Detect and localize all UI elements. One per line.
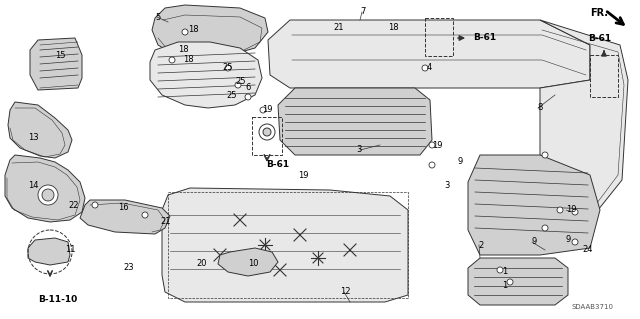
Text: SDAAB3710: SDAAB3710 bbox=[572, 304, 614, 310]
Text: 10: 10 bbox=[248, 259, 259, 269]
Text: 21: 21 bbox=[160, 218, 170, 226]
Polygon shape bbox=[278, 88, 432, 155]
Polygon shape bbox=[152, 5, 268, 57]
Text: 9: 9 bbox=[566, 235, 572, 244]
Circle shape bbox=[259, 124, 275, 140]
Polygon shape bbox=[162, 188, 408, 302]
Polygon shape bbox=[468, 155, 600, 255]
Circle shape bbox=[182, 29, 188, 35]
Text: 16: 16 bbox=[118, 204, 129, 212]
Circle shape bbox=[507, 279, 513, 285]
Polygon shape bbox=[540, 20, 628, 228]
Circle shape bbox=[542, 225, 548, 231]
Text: B-61: B-61 bbox=[473, 33, 496, 42]
Text: B-11-10: B-11-10 bbox=[38, 295, 77, 304]
Text: 25: 25 bbox=[235, 78, 246, 86]
Circle shape bbox=[245, 94, 251, 100]
Text: 14: 14 bbox=[28, 181, 38, 189]
Text: 12: 12 bbox=[340, 287, 351, 296]
Text: 1: 1 bbox=[502, 280, 508, 290]
Text: FR.: FR. bbox=[590, 8, 608, 18]
Circle shape bbox=[429, 162, 435, 168]
Text: 25: 25 bbox=[226, 92, 237, 100]
Text: 18: 18 bbox=[183, 56, 194, 64]
Text: 18: 18 bbox=[178, 46, 189, 55]
Circle shape bbox=[263, 128, 271, 136]
Polygon shape bbox=[218, 248, 278, 276]
Text: 18: 18 bbox=[388, 24, 399, 33]
Circle shape bbox=[142, 212, 148, 218]
Text: 8: 8 bbox=[537, 103, 542, 113]
Text: 25: 25 bbox=[222, 63, 232, 72]
Polygon shape bbox=[150, 42, 262, 108]
Polygon shape bbox=[468, 258, 568, 305]
Bar bbox=[590, 55, 618, 97]
Circle shape bbox=[572, 209, 578, 215]
Circle shape bbox=[42, 189, 54, 201]
Text: 6: 6 bbox=[245, 84, 250, 93]
Text: 4: 4 bbox=[427, 63, 432, 72]
Text: 3: 3 bbox=[356, 145, 362, 154]
Text: 19: 19 bbox=[262, 106, 273, 115]
Text: 9: 9 bbox=[531, 238, 536, 247]
Text: 22: 22 bbox=[68, 201, 79, 210]
Text: 9: 9 bbox=[458, 158, 463, 167]
Text: 5: 5 bbox=[155, 12, 160, 21]
Circle shape bbox=[429, 142, 435, 148]
Circle shape bbox=[169, 57, 175, 63]
Text: 1: 1 bbox=[502, 268, 508, 277]
Text: 19: 19 bbox=[566, 205, 577, 214]
Circle shape bbox=[542, 152, 548, 158]
Bar bbox=[252, 117, 282, 155]
Text: 2: 2 bbox=[478, 241, 483, 249]
Text: 15: 15 bbox=[55, 50, 65, 60]
Circle shape bbox=[422, 65, 428, 71]
Polygon shape bbox=[268, 20, 590, 88]
Polygon shape bbox=[30, 38, 82, 90]
Text: B-61: B-61 bbox=[588, 34, 612, 43]
Polygon shape bbox=[28, 238, 70, 265]
Polygon shape bbox=[5, 155, 85, 222]
Text: 21: 21 bbox=[333, 23, 344, 32]
Circle shape bbox=[38, 185, 58, 205]
Text: 23: 23 bbox=[123, 263, 134, 272]
Polygon shape bbox=[8, 102, 72, 158]
Text: 13: 13 bbox=[28, 133, 38, 143]
Text: 24: 24 bbox=[582, 246, 593, 255]
Text: 19: 19 bbox=[298, 170, 308, 180]
Text: 3: 3 bbox=[444, 181, 449, 189]
Circle shape bbox=[572, 239, 578, 245]
Text: 19: 19 bbox=[432, 140, 442, 150]
Text: 7: 7 bbox=[360, 8, 365, 17]
Text: 20: 20 bbox=[196, 259, 207, 269]
Circle shape bbox=[260, 107, 266, 113]
Circle shape bbox=[235, 82, 241, 88]
Circle shape bbox=[557, 207, 563, 213]
Text: B-61: B-61 bbox=[266, 160, 289, 169]
Text: 11: 11 bbox=[65, 246, 76, 255]
Circle shape bbox=[92, 202, 98, 208]
Polygon shape bbox=[80, 200, 170, 234]
Circle shape bbox=[225, 65, 231, 71]
Bar bbox=[425, 18, 453, 56]
Text: 18: 18 bbox=[188, 26, 198, 34]
Circle shape bbox=[497, 267, 503, 273]
